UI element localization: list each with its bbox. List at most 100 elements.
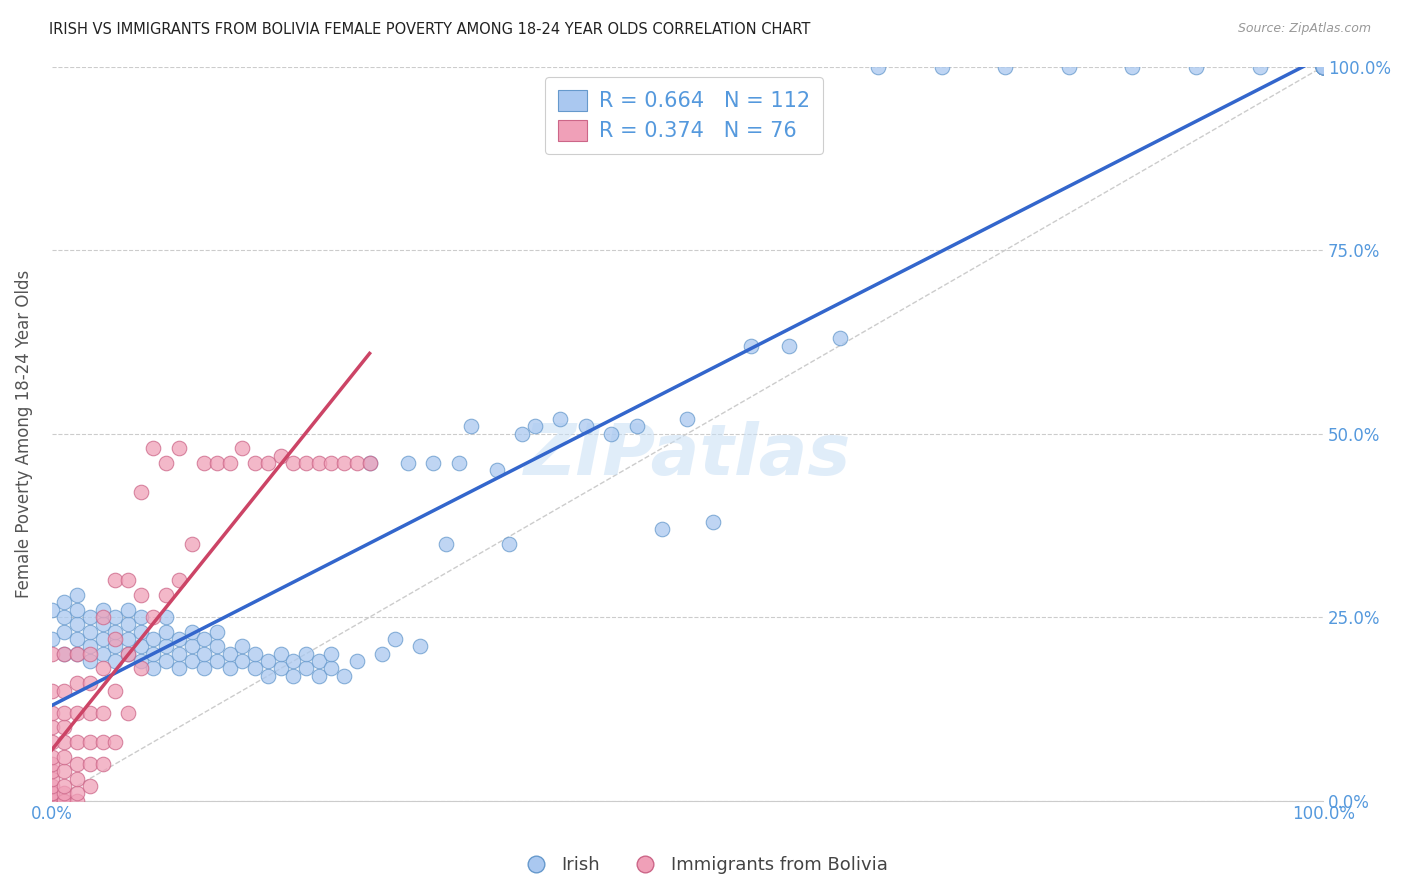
Point: [155, 456, 177, 470]
Point: [41, 632, 63, 647]
Point: [117, 603, 139, 617]
Point: [66, 706, 89, 720]
Point: [308, 654, 330, 668]
Point: [104, 735, 127, 749]
Point: [243, 647, 266, 661]
Point: [129, 624, 152, 639]
Point: [218, 661, 240, 675]
Point: [91, 756, 114, 771]
Point: [193, 661, 215, 675]
Point: [1312, 60, 1334, 74]
Point: [180, 640, 202, 654]
Point: [205, 456, 228, 470]
Point: [193, 632, 215, 647]
Point: [167, 574, 190, 588]
Text: IRISH VS IMMIGRANTS FROM BOLIVIA FEMALE POVERTY AMONG 18-24 YEAR OLDS CORRELATIO: IRISH VS IMMIGRANTS FROM BOLIVIA FEMALE …: [49, 22, 811, 37]
Point: [270, 449, 292, 463]
Point: [205, 654, 228, 668]
Point: [243, 661, 266, 675]
Point: [66, 756, 89, 771]
Point: [41, 683, 63, 698]
Point: [41, 706, 63, 720]
Point: [778, 338, 800, 352]
Point: [53, 595, 76, 609]
Point: [53, 749, 76, 764]
Point: [270, 661, 292, 675]
Point: [155, 588, 177, 602]
Point: [129, 588, 152, 602]
Y-axis label: Female Poverty Among 18-24 Year Olds: Female Poverty Among 18-24 Year Olds: [15, 269, 32, 598]
Point: [129, 661, 152, 675]
Point: [434, 537, 457, 551]
Point: [91, 706, 114, 720]
Point: [283, 669, 305, 683]
Point: [167, 632, 190, 647]
Point: [41, 603, 63, 617]
Text: Source: ZipAtlas.com: Source: ZipAtlas.com: [1237, 22, 1371, 36]
Point: [409, 640, 432, 654]
Point: [79, 706, 101, 720]
Point: [79, 610, 101, 624]
Point: [41, 786, 63, 800]
Point: [129, 654, 152, 668]
Point: [346, 654, 368, 668]
Point: [1312, 60, 1334, 74]
Point: [104, 610, 127, 624]
Point: [1312, 60, 1334, 74]
Point: [295, 647, 318, 661]
Point: [359, 456, 381, 470]
Point: [41, 720, 63, 734]
Legend: Irish, Immigrants from Bolivia: Irish, Immigrants from Bolivia: [509, 847, 897, 883]
Point: [205, 640, 228, 654]
Point: [231, 654, 253, 668]
Point: [41, 786, 63, 800]
Point: [447, 456, 470, 470]
Point: [1057, 60, 1080, 74]
Point: [193, 647, 215, 661]
Text: ZIPatlas: ZIPatlas: [524, 421, 851, 490]
Point: [257, 456, 280, 470]
Point: [53, 764, 76, 779]
Point: [1312, 60, 1334, 74]
Point: [66, 632, 89, 647]
Point: [295, 456, 318, 470]
Point: [117, 617, 139, 632]
Point: [53, 794, 76, 808]
Point: [53, 779, 76, 793]
Point: [575, 419, 598, 434]
Point: [498, 537, 520, 551]
Point: [180, 624, 202, 639]
Point: [1312, 60, 1334, 74]
Point: [66, 676, 89, 690]
Point: [66, 772, 89, 786]
Point: [66, 588, 89, 602]
Point: [41, 735, 63, 749]
Point: [53, 786, 76, 800]
Point: [155, 654, 177, 668]
Point: [1312, 60, 1334, 74]
Point: [1185, 60, 1208, 74]
Point: [66, 617, 89, 632]
Point: [53, 624, 76, 639]
Point: [828, 331, 851, 345]
Point: [53, 647, 76, 661]
Point: [283, 654, 305, 668]
Point: [155, 640, 177, 654]
Point: [142, 610, 165, 624]
Point: [510, 426, 533, 441]
Legend: R = 0.664   N = 112, R = 0.374   N = 76: R = 0.664 N = 112, R = 0.374 N = 76: [546, 77, 823, 153]
Point: [283, 456, 305, 470]
Point: [333, 456, 356, 470]
Point: [53, 735, 76, 749]
Point: [117, 647, 139, 661]
Point: [66, 647, 89, 661]
Point: [129, 610, 152, 624]
Point: [460, 419, 482, 434]
Point: [180, 654, 202, 668]
Point: [41, 647, 63, 661]
Point: [371, 647, 394, 661]
Point: [142, 632, 165, 647]
Point: [41, 764, 63, 779]
Point: [66, 794, 89, 808]
Point: [41, 794, 63, 808]
